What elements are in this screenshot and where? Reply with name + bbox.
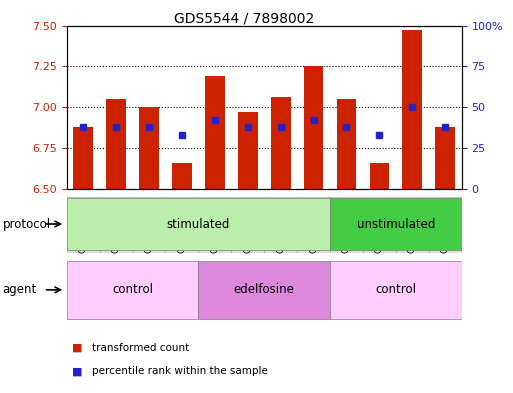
Bar: [165, 196, 199, 253]
Bar: [330, 196, 363, 253]
Text: GSM1084272: GSM1084272: [78, 197, 88, 253]
Text: GSM1084262: GSM1084262: [408, 197, 417, 253]
Bar: [67, 196, 100, 253]
Bar: [238, 112, 258, 189]
Text: stimulated: stimulated: [167, 217, 230, 231]
Bar: [67, 261, 199, 319]
Bar: [100, 196, 132, 253]
Text: control: control: [112, 283, 153, 296]
Bar: [205, 76, 225, 189]
Text: GSM1084261: GSM1084261: [375, 197, 384, 253]
Text: ■: ■: [72, 366, 82, 376]
Bar: [396, 196, 429, 253]
Bar: [106, 99, 126, 189]
Bar: [132, 196, 165, 253]
Bar: [337, 99, 357, 189]
Bar: [271, 97, 290, 189]
Text: GSM1084275: GSM1084275: [177, 197, 186, 253]
Text: control: control: [376, 283, 417, 296]
Text: GSM1084279: GSM1084279: [309, 197, 318, 253]
Bar: [172, 163, 192, 189]
Bar: [297, 196, 330, 253]
Text: unstimulated: unstimulated: [357, 217, 435, 231]
Text: GSM1084273: GSM1084273: [111, 197, 121, 253]
Bar: [231, 196, 264, 253]
Bar: [304, 66, 323, 189]
Text: ■: ■: [72, 343, 82, 353]
Text: GSM1084276: GSM1084276: [210, 197, 220, 253]
Text: GSM1084278: GSM1084278: [276, 197, 285, 253]
Bar: [139, 107, 159, 189]
Bar: [402, 30, 422, 189]
Bar: [330, 261, 462, 319]
Bar: [73, 127, 93, 189]
Text: GSM1084263: GSM1084263: [441, 197, 450, 253]
Text: GDS5544 / 7898002: GDS5544 / 7898002: [173, 12, 314, 26]
Bar: [67, 198, 330, 250]
Bar: [429, 196, 462, 253]
Text: transformed count: transformed count: [92, 343, 190, 353]
Text: GSM1084274: GSM1084274: [145, 197, 153, 253]
Text: GSM1084260: GSM1084260: [342, 197, 351, 253]
Bar: [264, 196, 297, 253]
Bar: [363, 196, 396, 253]
Bar: [436, 127, 455, 189]
Text: percentile rank within the sample: percentile rank within the sample: [92, 366, 268, 376]
Bar: [199, 261, 330, 319]
Bar: [330, 198, 462, 250]
Text: protocol: protocol: [3, 217, 51, 231]
Text: GSM1084277: GSM1084277: [243, 197, 252, 253]
Bar: [199, 196, 231, 253]
Bar: [369, 163, 389, 189]
Text: agent: agent: [3, 283, 37, 296]
Text: edelfosine: edelfosine: [234, 283, 294, 296]
